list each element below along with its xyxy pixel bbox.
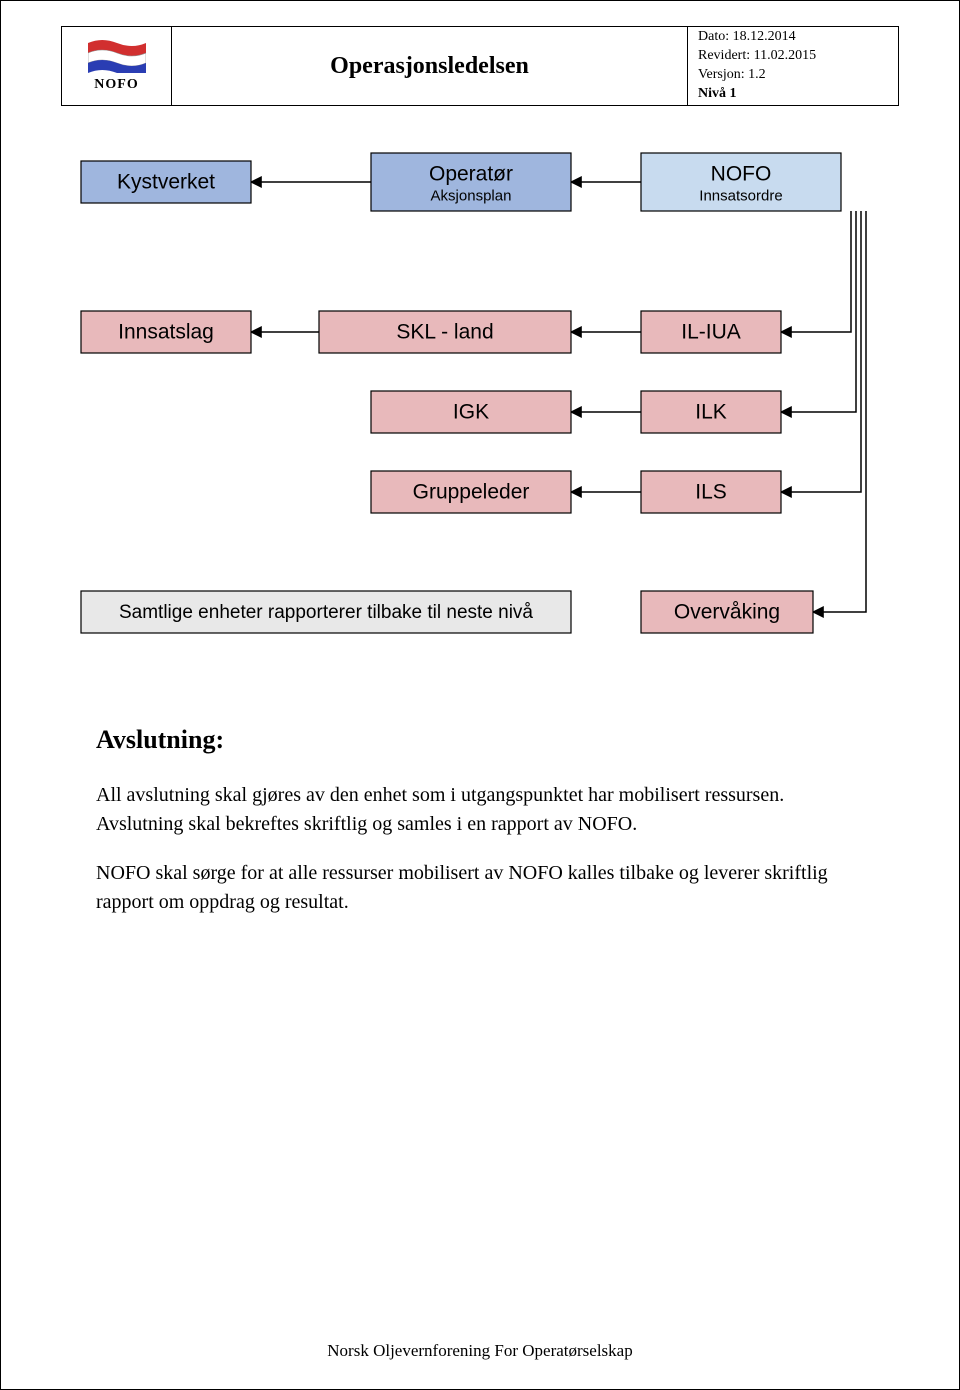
node-ilk: ILK (641, 391, 781, 433)
meta-dato: 18.12.2014 (733, 29, 796, 44)
node-note: Samtlige enheter rapporterer tilbake til… (81, 591, 571, 633)
document-meta: Dato: 18.12.2014 Revidert: 11.02.2015 Ve… (688, 27, 898, 105)
node-igk: IGK (371, 391, 571, 433)
meta-niva: 1 (730, 86, 737, 101)
node-grup: Gruppeleder (371, 471, 571, 513)
svg-text:Innsatslag: Innsatslag (118, 321, 214, 344)
page-footer: Norsk Oljevernforening For Operatørselsk… (1, 1341, 959, 1361)
meta-revidert: 11.02.2015 (754, 48, 816, 63)
node-inns: Innsatslag (81, 311, 251, 353)
meta-revidert-label: Revidert: (698, 48, 750, 63)
document-header: NOFO Operasjonsledelsen Dato: 18.12.2014… (61, 26, 899, 106)
svg-text:SKL - land: SKL - land (396, 321, 493, 344)
logo-text: NOFO (94, 77, 138, 93)
svg-text:Operatør: Operatør (429, 163, 513, 186)
svg-text:Samtlige enheter rapporterer t: Samtlige enheter rapporterer tilbake til… (119, 602, 533, 623)
svg-text:Gruppeleder: Gruppeleder (413, 481, 530, 504)
svg-text:Kystverket: Kystverket (117, 171, 215, 194)
node-iliua: IL-IUA (641, 311, 781, 353)
nofo-flag-icon (88, 39, 146, 73)
svg-text:ILK: ILK (695, 401, 727, 424)
body-text: Avslutning: All avslutning skal gjøres a… (96, 721, 864, 937)
section-heading: Avslutning: (96, 721, 864, 759)
meta-versjon: 1.2 (748, 67, 766, 82)
paragraph-1: All avslutning skal gjøres av den enhet … (96, 781, 864, 839)
node-oper: OperatørAksjonsplan (371, 153, 571, 211)
node-overv: Overvåking (641, 591, 813, 633)
paragraph-2: NOFO skal sørge for at alle ressurser mo… (96, 859, 864, 917)
meta-niva-label: Nivå (698, 86, 726, 101)
svg-text:IL-IUA: IL-IUA (681, 321, 741, 344)
node-kyst: Kystverket (81, 161, 251, 203)
meta-versjon-label: Versjon: (698, 67, 745, 82)
node-ils: ILS (641, 471, 781, 513)
svg-text:IGK: IGK (453, 401, 489, 424)
node-nofo: NOFOInnsatsordre (641, 153, 841, 211)
org-flowchart: KystverketOperatørAksjonsplanNOFOInnsats… (61, 151, 901, 671)
svg-text:Aksjonsplan: Aksjonsplan (431, 187, 512, 204)
svg-text:ILS: ILS (695, 481, 727, 504)
page-title: Operasjonsledelsen (172, 27, 688, 105)
svg-text:Innsatsordre: Innsatsordre (699, 187, 782, 204)
logo-cell: NOFO (62, 27, 172, 105)
meta-dato-label: Dato: (698, 29, 729, 44)
svg-text:NOFO: NOFO (711, 163, 772, 186)
svg-text:Overvåking: Overvåking (674, 601, 780, 624)
node-skl: SKL - land (319, 311, 571, 353)
